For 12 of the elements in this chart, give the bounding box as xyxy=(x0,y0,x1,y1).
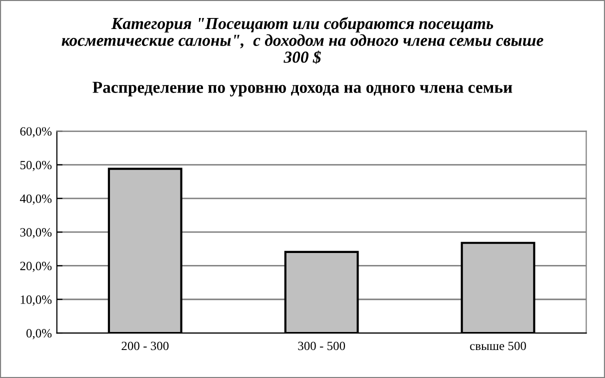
y-tick-label: 60,0% xyxy=(20,127,52,138)
y-tick-label: 0,0% xyxy=(26,329,52,340)
chart-subtitle: Распределение по уровню дохода на одного члена семьи xyxy=(92,82,512,96)
y-tick-label: 10,0% xyxy=(20,295,52,306)
x-tick-label: свыше 500 xyxy=(470,342,526,350)
y-tick-label: 50,0% xyxy=(20,160,52,172)
chart-title: Категория "Посещают или собираются посещать косметические салоны", с доходом на одного члена семьи свыше 300 $ xyxy=(62,17,544,64)
x-tick-label: 300 - 500 xyxy=(298,342,346,350)
y-tick-label: 30,0% xyxy=(20,228,52,238)
y-tick-label: 40,0% xyxy=(20,194,52,205)
y-tick-label: 20,0% xyxy=(20,262,52,272)
x-tick-label: 200 - 300 xyxy=(122,342,169,350)
